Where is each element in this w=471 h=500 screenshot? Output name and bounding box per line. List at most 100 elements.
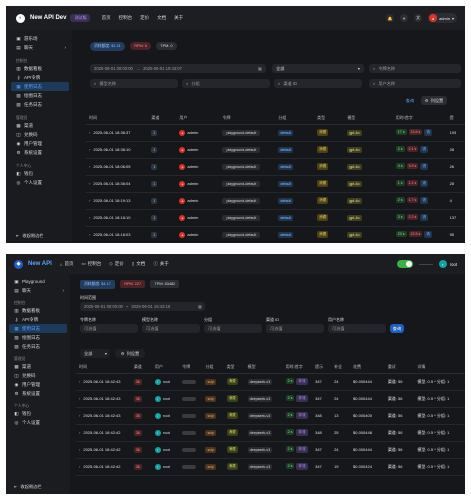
nav-docs[interactable]: 文档	[157, 15, 167, 20]
nav-console[interactable]: ▭ 控制台	[81, 261, 102, 266]
sidebar-item-playground[interactable]: ▣ 游乐场	[16, 35, 38, 41]
sidebar-item-wallet[interactable]: ◧ 钱包	[14, 410, 31, 416]
group-input[interactable]: ⌕ 分组	[182, 79, 270, 88]
sidebar-item-drawing-log[interactable]: ▧ 绘图日志	[14, 334, 40, 340]
bell-icon[interactable]: 🔔	[386, 14, 395, 22]
channel-id-input[interactable]: 可选值	[266, 324, 324, 333]
collapse-sidebar-button[interactable]: ⇤ 收起侧边栏	[14, 484, 42, 489]
username-input[interactable]: ⌕ 用户名称	[369, 79, 461, 88]
table-row[interactable]: › 2025-06-01 18:42:43 36 r root svip 消费 deepsee…	[76, 407, 465, 425]
sidebar-item-drawing-log[interactable]: ▧ 绘图日志	[16, 92, 42, 98]
channel-id-input[interactable]: ⌕ 渠道 ID	[274, 79, 362, 88]
log-type-select[interactable]: 全部 ▾	[272, 64, 364, 73]
token-name-input[interactable]: ⌕ 令牌名称	[369, 64, 461, 73]
query-button[interactable]: 查询	[390, 324, 404, 333]
nav-about[interactable]: 关于	[174, 15, 184, 20]
model-tag[interactable]: gpt-4o	[347, 129, 362, 136]
model-tag[interactable]: deepseek-v3	[247, 412, 273, 419]
sidebar-item-dashboard[interactable]: ▥ 数据看板	[16, 65, 42, 71]
model-tag[interactable]: gpt-4o	[347, 231, 362, 238]
user-menu[interactable]: r root	[438, 260, 457, 268]
table-row[interactable]: › 2025-06-01 18:42:42 36 r root svip 消费 deepsee…	[76, 458, 465, 476]
model-tag[interactable]: gpt-4o	[347, 163, 362, 170]
column-settings-button[interactable]: ⚙ 列设置	[115, 349, 145, 358]
sidebar-item-settings[interactable]: ⚙ 系统设置	[14, 390, 40, 396]
log-type-select[interactable]: 全部 ▾	[80, 349, 110, 358]
chevron-right-icon[interactable]: ›	[89, 215, 91, 220]
sun-icon[interactable]: ☀	[400, 14, 409, 22]
language-icon[interactable]: 文	[414, 14, 423, 22]
sidebar-item-chat[interactable]: ▤ 聊天 ›	[16, 44, 66, 51]
sidebar-item-channel[interactable]: ▩ 渠道	[14, 363, 31, 369]
table-row[interactable]: › 2025-06-01 18:42:42 36 r root svip 消费 deepsee…	[76, 424, 465, 442]
chevron-right-icon[interactable]: ›	[89, 181, 91, 186]
sidebar-item-api-token[interactable]: ⚷ API令牌	[16, 74, 41, 80]
chevron-right-icon[interactable]: ›	[79, 413, 81, 418]
brand-name[interactable]: New API Dev	[30, 15, 67, 21]
model-tag[interactable]: deepseek-v3	[247, 395, 273, 402]
query-button[interactable]: 查询	[405, 97, 415, 103]
chevron-right-icon[interactable]: ›	[89, 130, 91, 135]
chevron-right-icon[interactable]: ›	[89, 164, 91, 169]
table-row[interactable]: › 2025-06-01 18:42:43 36 r root svip 消费 deepsee…	[76, 390, 465, 408]
chevron-right-icon[interactable]: ›	[79, 430, 81, 435]
nav-pricing[interactable]: ◇ 定价	[109, 261, 124, 266]
table-row[interactable]: › 2025-06-01 18:18:10 1 a admin playground-de…	[86, 209, 465, 227]
sidebar-item-users[interactable]: ◉ 用户管理	[14, 381, 40, 387]
sidebar-item-chat[interactable]: ▤ 聊天 ›	[14, 287, 64, 294]
chevron-right-icon[interactable]: ›	[79, 379, 81, 384]
sidebar-item-profile[interactable]: ◎ 个人设置	[14, 419, 40, 425]
date-range-picker[interactable]: 2025-06-01 00:00:00 → 2025-06-01 19:43:0…	[90, 64, 266, 73]
table-row[interactable]: › 2025-06-01 18:19:13 1 a admin playground-de…	[86, 192, 465, 210]
model-tag[interactable]: gpt-4o	[347, 146, 362, 153]
date-range-picker[interactable]: 2025-06-01 00:00:00 ~ 2025-06-01 19:43:1…	[80, 302, 205, 311]
model-tag[interactable]: deepseek-v3	[247, 378, 273, 385]
sidebar-item-playground[interactable]: ▣ Playground	[14, 278, 45, 285]
model-tag[interactable]: deepseek-v3	[247, 429, 273, 436]
model-name-input[interactable]: ⌕ 模型名称	[90, 79, 178, 88]
logo-icon[interactable]: ◐	[16, 13, 25, 23]
sidebar-item-usage-log[interactable]: ▦ 使用日志	[9, 324, 67, 333]
chevron-right-icon[interactable]: ›	[89, 147, 91, 152]
sidebar-item-users[interactable]: ◉ 用户管理	[16, 140, 42, 146]
table-row[interactable]: › 2025-06-01 18:18:03 1 a admin playground-de…	[86, 226, 465, 243]
sidebar-item-task-log[interactable]: ▨ 任务日志	[14, 343, 40, 349]
collapse-sidebar-button[interactable]: ⇤ 收起侧边栏	[16, 233, 44, 238]
sidebar-item-profile[interactable]: ◎ 个人设置	[16, 179, 42, 185]
nav-home[interactable]: ⌂ 首页	[59, 261, 74, 267]
username-input[interactable]: 可选值	[328, 324, 386, 333]
nav-console[interactable]: 控制台	[118, 15, 133, 20]
table-row[interactable]: › 2025-06-01 18:42:42 36 r root svip 消费 deepsee…	[76, 441, 465, 459]
table-row[interactable]: › 2025-06-01 18:36:37 1 a admin playground-de…	[86, 124, 465, 142]
chevron-right-icon[interactable]: ›	[89, 198, 91, 203]
chevron-right-icon[interactable]: ›	[79, 396, 81, 401]
model-tag[interactable]: gpt-4o	[347, 197, 362, 204]
nav-pricing[interactable]: 定价	[140, 15, 150, 20]
model-tag[interactable]: deepseek-v3	[247, 446, 273, 453]
model-tag[interactable]: gpt-4o	[347, 180, 362, 187]
nav-home[interactable]: 首页	[101, 15, 111, 20]
model-tag[interactable]: deepseek-v3	[247, 463, 273, 470]
sidebar-item-task-log[interactable]: ▨ 任务日志	[16, 101, 42, 107]
sidebar-item-usage-log[interactable]: ▦ 使用日志	[11, 82, 69, 91]
sidebar-item-channel[interactable]: ▩ 渠道	[16, 122, 33, 128]
token-name-input[interactable]: 可选值	[80, 324, 138, 333]
nav-docs[interactable]: ▯ 文档	[131, 261, 146, 266]
brand-name[interactable]: New API	[28, 261, 52, 267]
table-row[interactable]: › 2025-06-01 18:36:10 1 a admin playground-de…	[86, 141, 465, 159]
nav-about[interactable]: ⓘ 关于	[153, 261, 169, 266]
table-row[interactable]: › 2025-06-01 18:36:04 1 a admin playground-de…	[86, 175, 465, 193]
column-settings-button[interactable]: ⚙ 列设置	[421, 96, 447, 105]
group-input[interactable]: 可选值	[204, 324, 262, 333]
chevron-right-icon[interactable]: ›	[79, 464, 81, 469]
table-row[interactable]: › 2025-06-01 18:06:05 1 a admin playground-de…	[86, 158, 465, 176]
logo-icon[interactable]: ◈	[14, 259, 23, 269]
sidebar-item-redeem[interactable]: ◫ 兑换码	[14, 372, 36, 378]
table-row[interactable]: › 2025-06-01 18:42:43 36 r root svip 消费 deepsee…	[76, 373, 465, 391]
model-tag[interactable]: gpt-4o	[347, 214, 362, 221]
theme-toggle[interactable]	[396, 260, 413, 268]
sidebar-item-wallet[interactable]: ◧ 钱包	[16, 170, 33, 176]
user-menu[interactable]: a admin ▾	[428, 13, 457, 23]
model-name-input[interactable]: 可选值	[142, 324, 200, 333]
chevron-right-icon[interactable]: ›	[89, 232, 91, 237]
